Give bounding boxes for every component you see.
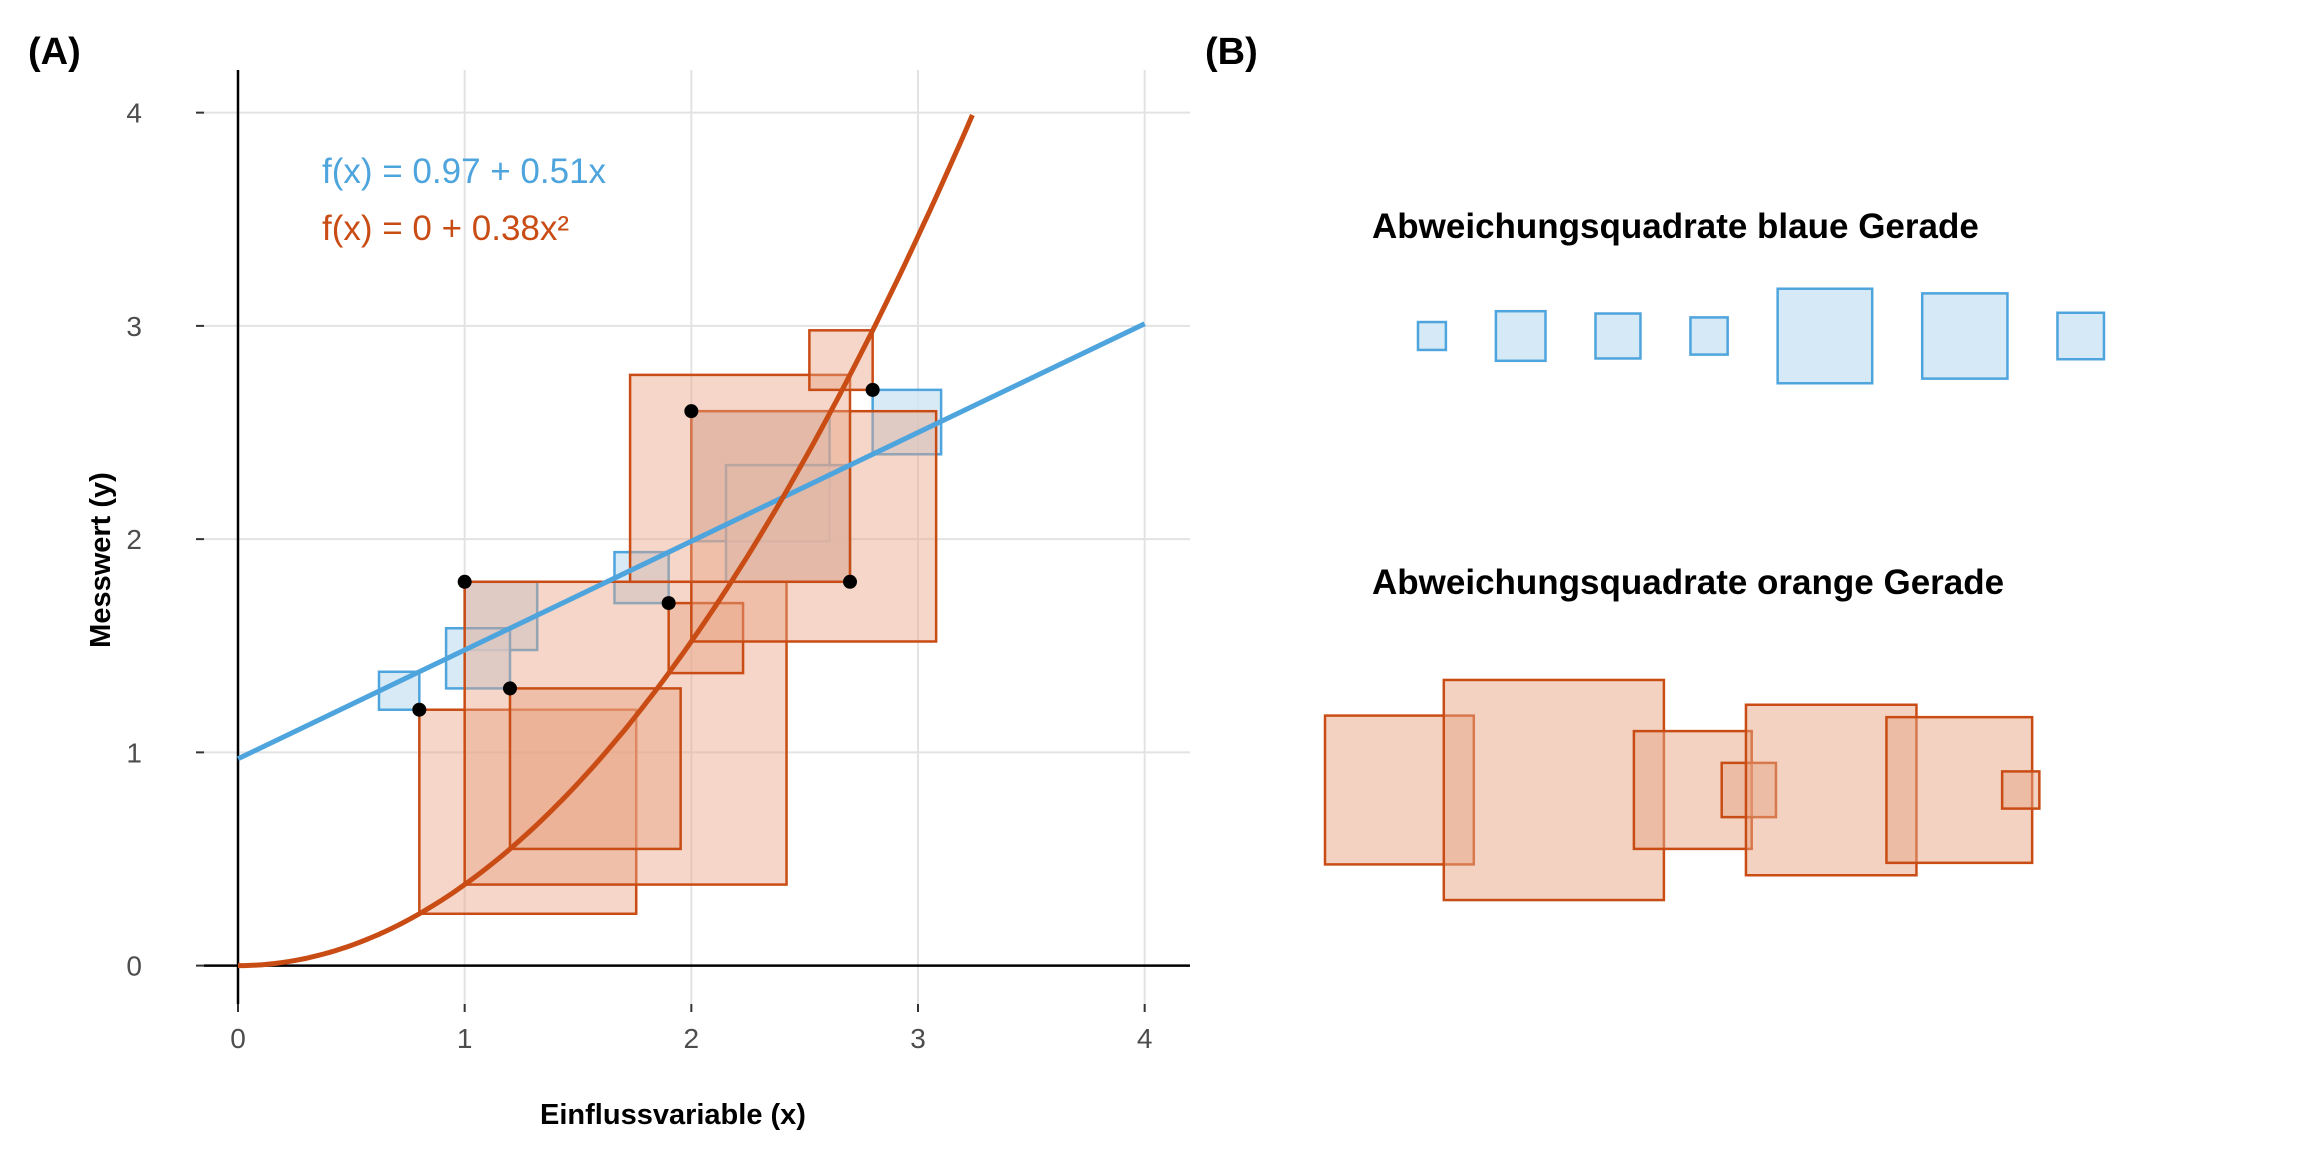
blue-square [1494, 309, 1547, 363]
orange-residual-square [690, 409, 938, 643]
blue-square [1776, 287, 1874, 385]
orange-residual-squares [418, 329, 938, 916]
orange-residual-square [808, 329, 874, 392]
data-point [843, 574, 857, 589]
panel-b-label: (B) [1205, 31, 1258, 73]
data-point [412, 702, 427, 717]
orange-square [2000, 770, 2041, 810]
orange-fit-curve [238, 114, 975, 969]
blue-square [1416, 320, 1448, 352]
orange-equation-label: f(x) = 0 + 0.38x² [322, 209, 569, 248]
fit-lines [236, 114, 1146, 969]
blue-residual-square [444, 627, 512, 690]
data-point [503, 681, 517, 696]
data-point [661, 596, 676, 611]
blue-squares-row [1416, 287, 2106, 385]
panel-b: (B) Abweichungsquadrate blaue Gerade Abw… [1205, 31, 2106, 902]
axes [196, 70, 1190, 1012]
x-tick-label: 3 [910, 1023, 926, 1054]
blue-fit-line [236, 321, 1146, 762]
orange-residual-square [628, 373, 852, 584]
panel-a-label: (A) [28, 31, 81, 73]
data-points [412, 382, 880, 717]
y-tick-label: 0 [126, 951, 142, 982]
orange-residual-square [667, 601, 745, 675]
data-point [457, 574, 472, 589]
x-tick-label: 4 [1137, 1023, 1153, 1054]
tick-labels: 0 1 2 3 4 0 1 2 3 4 [126, 98, 1152, 1054]
blue-residual-square [613, 550, 670, 605]
y-tick-label: 3 [126, 311, 142, 342]
blue-square [1594, 312, 1642, 360]
x-axis-title: Einflussvariable (x) [540, 1099, 806, 1131]
blue-residual-squares [377, 388, 943, 711]
orange-square [1442, 678, 1666, 902]
blue-square [2056, 311, 2106, 361]
orange-squares-title: Abweichungsquadrate orange Gerade [1372, 563, 2004, 602]
orange-squares-row [1323, 678, 2041, 902]
data-point [865, 382, 880, 397]
panel-a: (A) 0 1 2 3 4 0 1 2 3 4 f(x) = 0.97 + 0.51x f(x) … [28, 31, 1190, 1131]
x-tick-label: 1 [457, 1023, 473, 1054]
blue-equation-label: f(x) = 0.97 + 0.51x [322, 152, 607, 191]
blue-residual-square [871, 388, 943, 456]
orange-residual-square [463, 580, 788, 886]
blue-square [1920, 292, 2009, 380]
y-tick-label: 2 [126, 524, 142, 555]
data-point [684, 404, 699, 419]
x-tick-label: 0 [230, 1023, 246, 1054]
y-tick-label: 4 [126, 98, 142, 129]
blue-squares-title: Abweichungsquadrate blaue Gerade [1372, 207, 1979, 246]
orange-residual-square [418, 708, 638, 916]
blue-square [1689, 316, 1729, 356]
x-tick-label: 2 [684, 1023, 700, 1054]
y-tick-label: 1 [126, 737, 142, 768]
y-axis-title: Messwert (y) [85, 472, 117, 648]
